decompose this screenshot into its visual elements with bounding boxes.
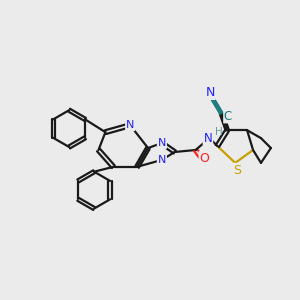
Text: N: N — [206, 86, 215, 99]
Text: H: H — [215, 127, 223, 136]
Text: N: N — [158, 155, 166, 165]
Text: N: N — [126, 120, 134, 130]
Text: N: N — [158, 138, 166, 148]
Text: N: N — [204, 132, 212, 145]
Text: C: C — [224, 110, 232, 123]
Text: S: S — [233, 164, 241, 177]
Text: O: O — [200, 152, 209, 165]
